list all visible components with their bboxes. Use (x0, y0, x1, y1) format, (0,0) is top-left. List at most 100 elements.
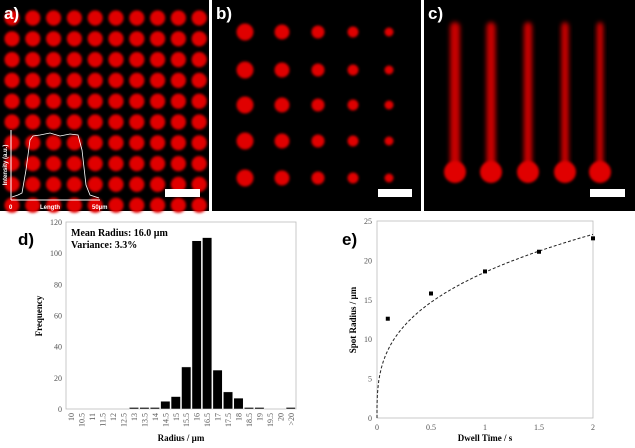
annotation-variance: Variance: 3.3% (71, 240, 137, 251)
x-tick-label: 18.5 (245, 413, 254, 427)
bar (139, 407, 150, 410)
spot (66, 52, 82, 68)
spot (129, 176, 145, 192)
spot (129, 72, 145, 88)
spot (191, 156, 207, 172)
bar (160, 400, 171, 410)
x-tick-label: 20 (276, 413, 285, 421)
spot (150, 93, 166, 109)
spot (170, 176, 186, 192)
spot (46, 72, 62, 88)
bar (212, 369, 223, 410)
data-point (429, 291, 433, 296)
bar (128, 407, 139, 410)
spot (46, 93, 62, 109)
bar (285, 407, 296, 410)
spot (108, 197, 124, 213)
y-tick-label: 15 (364, 296, 372, 305)
x-axis-label: Radius / µm (158, 433, 205, 443)
x-tick-label: 17.5 (224, 413, 233, 427)
spot (25, 176, 41, 192)
spot (191, 52, 207, 68)
scale-bar-c (590, 189, 625, 197)
x-tick-label: 17 (214, 413, 223, 421)
spot (311, 134, 325, 148)
bar (223, 391, 234, 410)
spot (4, 114, 20, 130)
line-streak (596, 22, 604, 172)
spot (87, 72, 103, 88)
spot (150, 156, 166, 172)
spot (25, 72, 41, 88)
x-axis-label: Dwell Time / s (458, 433, 513, 443)
spot (4, 156, 20, 172)
spot (87, 10, 103, 26)
x-tick-label: 15 (172, 413, 181, 421)
spot (236, 96, 254, 114)
data-point (385, 316, 390, 321)
spot (554, 161, 576, 183)
spot (66, 156, 82, 172)
spot (87, 156, 103, 172)
spot (66, 197, 82, 213)
spot (4, 93, 20, 109)
y-tick-label: 20 (364, 256, 372, 265)
y-axis-label: Frequency (34, 295, 44, 336)
spot (46, 135, 62, 151)
spot (108, 31, 124, 47)
spot (311, 63, 325, 77)
scatter-chart: Dwell Time / s Spot Radius / µm 05101520… (348, 217, 595, 443)
x-tick-label: 13 (130, 413, 139, 421)
spot (444, 161, 466, 183)
spot (46, 156, 62, 172)
inset-x-end: 50µm (92, 205, 107, 211)
spot (108, 176, 124, 192)
spot (25, 135, 41, 151)
spot (66, 114, 82, 130)
y-tick-label: 60 (54, 312, 62, 321)
histogram-chart: Mean Radius: 16.0 µm Variance: 3.3% Radi… (34, 218, 297, 443)
spot (87, 93, 103, 109)
plot-frame (65, 221, 297, 410)
spot (150, 72, 166, 88)
spot (150, 176, 166, 192)
data-point (537, 249, 541, 254)
spot (87, 176, 103, 192)
spot (66, 31, 82, 47)
x-tick-label: 14 (151, 413, 160, 421)
spot (4, 135, 20, 151)
spot (274, 97, 290, 113)
spot (66, 10, 82, 26)
spot (108, 93, 124, 109)
x-tick-label: 12 (109, 413, 118, 421)
bar (254, 407, 265, 410)
x-tick-label: 18 (235, 413, 244, 421)
bar (181, 366, 192, 410)
spot (87, 52, 103, 68)
spot (191, 114, 207, 130)
spot (46, 52, 62, 68)
panel-label-d: d) (18, 230, 34, 249)
spot (108, 72, 124, 88)
spot (87, 114, 103, 130)
spot (384, 136, 394, 146)
panel-label-a: a) (4, 4, 19, 23)
x-tick-label: 12.5 (120, 413, 129, 427)
line-streak (561, 22, 569, 172)
spot (170, 197, 186, 213)
x-tick-label: 10.5 (78, 413, 87, 427)
y-tick-label: 0 (368, 414, 372, 423)
spot (129, 52, 145, 68)
spot (150, 135, 166, 151)
spot (4, 176, 20, 192)
y-tick-label: 40 (54, 343, 62, 352)
plot-frame (376, 220, 594, 419)
panel-label-e: e) (342, 230, 357, 249)
x-tick-label: 1 (483, 423, 487, 432)
spot (87, 197, 103, 213)
x-tick-label: 16.5 (203, 413, 212, 427)
spot (4, 31, 20, 47)
spot (150, 10, 166, 26)
x-tick-label: >20 (287, 413, 296, 426)
spot (384, 173, 394, 183)
